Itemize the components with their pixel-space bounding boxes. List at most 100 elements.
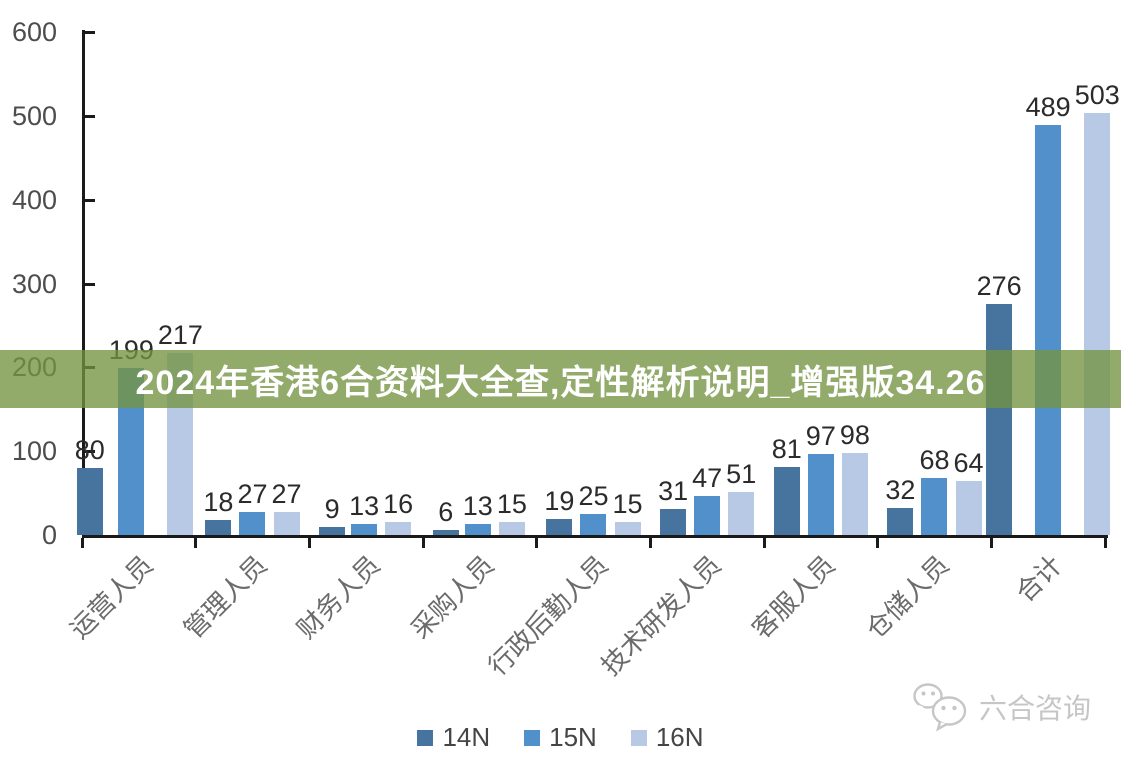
x-axis-tick bbox=[194, 538, 198, 548]
bar-value-label: 489 bbox=[1025, 92, 1071, 123]
bar-value-label: 25 bbox=[578, 481, 609, 512]
bar-column: 276 bbox=[976, 270, 1022, 535]
bar-16N bbox=[498, 522, 525, 535]
bar-group: 81 97 98 bbox=[764, 419, 878, 535]
category-label: 客服人员 bbox=[745, 549, 841, 645]
legend-item-15N: 15N bbox=[524, 722, 597, 753]
category-label: 仓储人员 bbox=[859, 549, 955, 645]
bar-value-label: 19 bbox=[544, 486, 575, 517]
bar-group: 18 27 27 bbox=[196, 481, 310, 535]
y-axis-tick-label: 400 bbox=[11, 184, 57, 215]
y-axis-tick bbox=[85, 282, 95, 286]
legend-item-16N: 16N bbox=[630, 722, 704, 753]
bar-column: 51 bbox=[726, 461, 756, 535]
chart-legend: 14N 15N 16N bbox=[0, 722, 1121, 753]
bar-group: 32 68 64 bbox=[878, 447, 992, 535]
y-axis-tick bbox=[85, 450, 95, 454]
bar-16N bbox=[385, 521, 412, 535]
bar-value-label: 6 bbox=[438, 496, 454, 527]
bar-16N bbox=[614, 522, 641, 535]
bar-group: 9 13 16 bbox=[309, 488, 423, 535]
x-axis-tick bbox=[535, 538, 539, 548]
bar-16N bbox=[1084, 113, 1111, 535]
bar-column: 97 bbox=[806, 422, 836, 535]
y-axis-tick-label: 0 bbox=[41, 520, 57, 550]
bar-column: 16 bbox=[383, 488, 414, 535]
watermark: 六合咨询 bbox=[909, 681, 1091, 733]
y-axis-tick-label: 100 bbox=[11, 436, 57, 467]
y-axis-tick-label: 300 bbox=[11, 268, 57, 299]
bar-14N bbox=[887, 508, 914, 535]
category-label: 财务人员 bbox=[291, 549, 386, 645]
bar-column: 19 bbox=[544, 488, 574, 535]
bar-column: 25 bbox=[578, 481, 609, 535]
bar-group: 19 25 15 bbox=[537, 483, 651, 535]
category-label: 运营人员 bbox=[63, 549, 159, 645]
bar-15N bbox=[464, 524, 491, 535]
wechat-chat-bubbles-icon bbox=[913, 683, 967, 732]
bar-value-label: 47 bbox=[692, 462, 723, 493]
bar-16N bbox=[273, 512, 300, 535]
bar-column: 489 bbox=[1026, 94, 1071, 535]
x-axis-line bbox=[82, 535, 1108, 538]
legend-label: 16N bbox=[655, 722, 704, 752]
bar-group: 6 13 15 bbox=[423, 491, 537, 535]
bar-value-label: 18 bbox=[203, 486, 234, 517]
bar-16N bbox=[841, 452, 868, 535]
bar-14N bbox=[660, 509, 687, 535]
bar-value-label: 32 bbox=[885, 475, 916, 506]
x-axis-tick bbox=[648, 538, 652, 548]
bar-value-label: 276 bbox=[976, 270, 1022, 301]
bar-column: 31 bbox=[658, 478, 688, 535]
y-axis-tick bbox=[85, 534, 95, 537]
bar-15N bbox=[694, 495, 721, 535]
bar-15N bbox=[921, 478, 948, 535]
x-axis-tick bbox=[421, 538, 425, 548]
bar-column: 47 bbox=[692, 462, 723, 535]
bar-column: 13 bbox=[463, 493, 493, 535]
legend-item-14N: 14N bbox=[417, 722, 490, 753]
bar-column: 32 bbox=[885, 477, 915, 535]
bar-column: 64 bbox=[954, 450, 984, 535]
bar-value-label: 64 bbox=[953, 448, 984, 479]
bar-column: 80 bbox=[75, 436, 105, 535]
bar-14N bbox=[319, 527, 346, 535]
bar-value-label: 13 bbox=[462, 491, 493, 522]
bar-14N bbox=[432, 529, 459, 535]
bar-value-label: 503 bbox=[1074, 80, 1120, 111]
x-axis-tick bbox=[80, 538, 84, 548]
bar-column: 9 bbox=[319, 496, 346, 535]
bar-15N bbox=[351, 524, 378, 535]
bar-column: 15 bbox=[497, 491, 527, 535]
banner-text: 2024年香港6合资料大全查,定性解析说明_增强版34.26 bbox=[135, 363, 986, 402]
bar-16N bbox=[728, 492, 755, 535]
legend-swatch bbox=[417, 729, 434, 746]
x-axis-tick bbox=[876, 538, 880, 548]
legend-swatch bbox=[630, 729, 647, 746]
bar-value-label: 68 bbox=[919, 445, 950, 475]
bar-value-label: 15 bbox=[612, 489, 643, 520]
bar-value-label: 98 bbox=[839, 419, 870, 450]
legend-label: 15N bbox=[549, 722, 597, 752]
bar-15N bbox=[239, 512, 266, 535]
bar-column: 27 bbox=[272, 481, 302, 535]
bar-14N bbox=[205, 519, 232, 535]
y-axis-tick-label: 600 bbox=[11, 17, 57, 47]
x-axis-tick bbox=[989, 538, 993, 548]
bar-value-label: 16 bbox=[383, 488, 414, 519]
bar-14N bbox=[76, 467, 103, 535]
category-label: 技术研发人员 bbox=[595, 549, 727, 682]
bar-16N bbox=[955, 481, 982, 535]
bar-column: 15 bbox=[613, 491, 643, 535]
category-label: 行政后勤人员 bbox=[481, 549, 614, 682]
title-banner: 2024年香港6合资料大全查,定性解析说明_增强版34.26 bbox=[0, 350, 1121, 408]
x-axis-tick bbox=[762, 538, 766, 548]
bar-group: 31 47 51 bbox=[650, 461, 764, 535]
bar-14N bbox=[546, 519, 573, 535]
bar-value-label: 15 bbox=[496, 489, 527, 520]
category-label: 采购人员 bbox=[404, 549, 500, 645]
bar-15N bbox=[580, 514, 607, 535]
bar-value-label: 217 bbox=[157, 320, 203, 351]
bar-14N bbox=[773, 467, 800, 535]
x-axis-tick bbox=[307, 538, 311, 548]
